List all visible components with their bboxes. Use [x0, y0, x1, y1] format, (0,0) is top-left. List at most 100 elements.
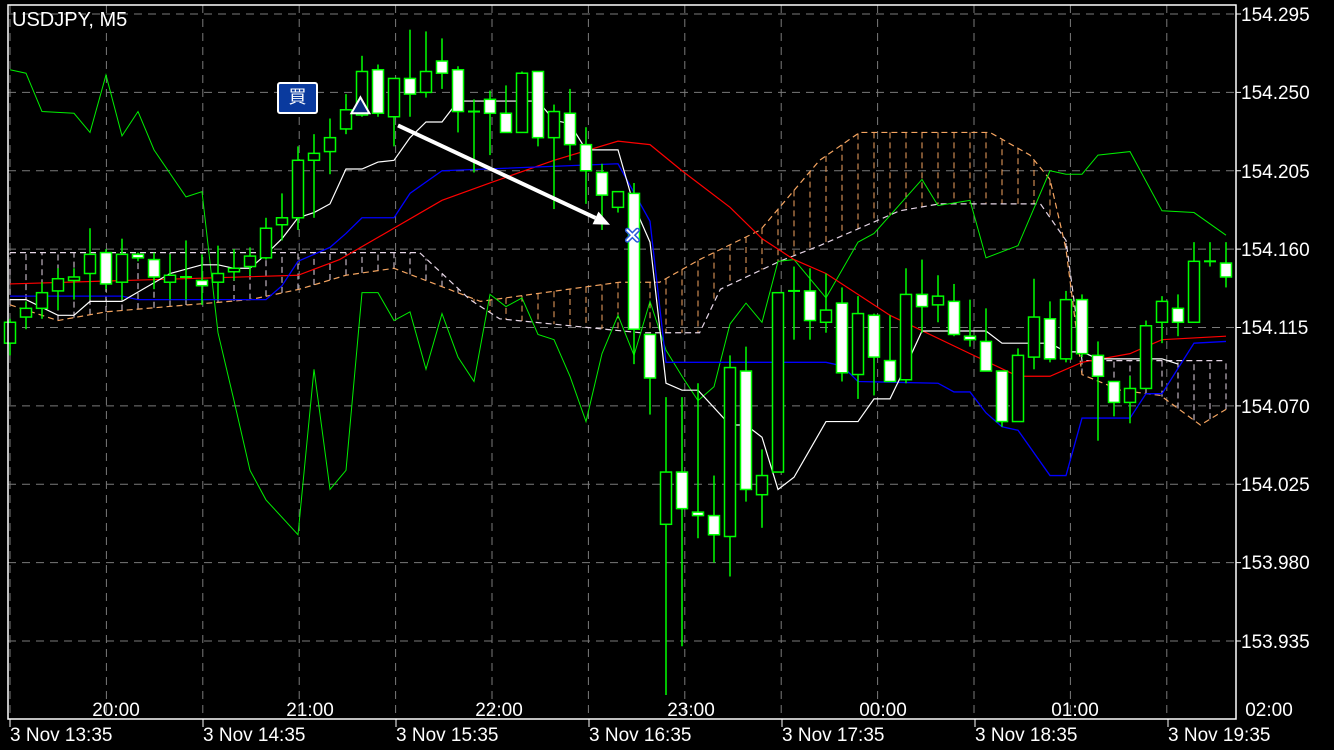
candle	[675, 397, 689, 647]
candle	[819, 273, 833, 333]
candle-body	[99, 251, 113, 285]
candle-body	[723, 366, 737, 538]
candle-body	[355, 70, 369, 116]
x-date-label: 3 Nov 19:35	[1168, 725, 1270, 746]
candle-body	[819, 309, 833, 324]
x-tick-label: 20:00	[92, 700, 140, 721]
candle-body	[243, 255, 257, 268]
candle-body	[579, 143, 593, 172]
close-cross-icon	[626, 229, 639, 242]
candle-body	[611, 190, 625, 209]
y-tick-label: 154.025	[1241, 475, 1310, 496]
candle-body	[563, 112, 577, 146]
candle	[771, 291, 785, 473]
candle-body	[387, 77, 401, 118]
x-tick-label: 21:00	[286, 700, 334, 721]
candle-body	[19, 307, 33, 318]
candle	[979, 308, 993, 372]
candle	[451, 66, 465, 133]
candle	[515, 71, 529, 134]
candle-body	[275, 217, 289, 226]
trade-annotations	[349, 95, 640, 243]
candle-body	[931, 295, 945, 306]
candle	[1011, 348, 1025, 423]
candle-body	[83, 253, 97, 275]
candle	[227, 249, 241, 281]
x-date-label: 3 Nov 14:35	[203, 725, 305, 746]
candle-body	[627, 192, 641, 330]
candle	[1043, 301, 1057, 363]
candle-body	[131, 253, 145, 259]
y-tick-label: 153.935	[1241, 632, 1310, 653]
candle	[419, 31, 433, 98]
candle	[1091, 341, 1105, 441]
candle	[1107, 380, 1121, 417]
candle-body	[979, 340, 993, 372]
y-tick-label: 153.980	[1241, 553, 1310, 574]
candle	[147, 252, 161, 290]
candle	[131, 252, 145, 262]
candle-body	[291, 159, 305, 219]
candle	[659, 397, 673, 695]
candle-body	[1027, 316, 1041, 358]
candle-body	[35, 291, 49, 310]
y-tick-label: 154.205	[1241, 162, 1310, 183]
plot-border	[7, 4, 1237, 720]
candle-body	[1187, 260, 1201, 324]
candle	[195, 254, 209, 305]
candles	[3, 29, 1233, 695]
candle	[803, 268, 817, 340]
candle-body	[259, 227, 273, 259]
candle	[1187, 242, 1201, 324]
buy-order-label[interactable]: 買	[277, 82, 318, 114]
candle	[19, 301, 33, 330]
candle-body	[67, 276, 81, 282]
candle-body	[867, 314, 881, 358]
candle	[83, 228, 97, 300]
candle	[259, 217, 273, 260]
candle	[99, 249, 113, 290]
x-tick-label: 00:00	[859, 700, 907, 721]
candle	[1075, 294, 1089, 358]
arrow-head-icon	[592, 211, 610, 225]
y-tick-label: 154.070	[1241, 397, 1310, 418]
candle	[643, 333, 657, 415]
candle	[483, 90, 497, 156]
candle-body	[675, 471, 689, 510]
chart-title: USDJPY, M5	[12, 9, 127, 31]
candle-body	[755, 474, 769, 496]
cloud-edge-orange	[9, 131, 1227, 426]
cloud-edge-light	[10, 203, 1226, 362]
white-indicator-line	[10, 100, 1179, 491]
candle-body	[1059, 298, 1073, 360]
candle	[579, 127, 593, 204]
candle	[275, 193, 289, 241]
candle	[963, 299, 977, 347]
candle	[243, 247, 257, 276]
candle	[323, 118, 337, 175]
x-axis-top-labels: 20:00 21:00 22:00 23:00 00:00 01:00 02:0…	[92, 700, 1293, 721]
candle	[1027, 278, 1041, 370]
candle-body	[1011, 354, 1025, 423]
candle-body	[307, 152, 321, 162]
candle	[547, 104, 561, 210]
candle-body	[1219, 262, 1233, 278]
x-tick-label: 01:00	[1051, 700, 1099, 721]
x-tick-label: 22:00	[475, 700, 523, 721]
candle-body	[995, 370, 1009, 423]
candle-body	[659, 471, 673, 526]
candle-body	[403, 77, 417, 95]
candle-body	[1171, 307, 1185, 324]
x-date-label: 3 Nov 17:35	[782, 725, 884, 746]
candle	[67, 268, 81, 300]
candle	[339, 94, 353, 135]
candle-body	[1043, 318, 1057, 360]
candle-body	[691, 511, 705, 517]
candle-body	[1107, 380, 1121, 404]
candle	[851, 296, 865, 399]
candle-body	[195, 279, 209, 287]
arrow-line	[397, 123, 597, 220]
y-tick-label: 154.250	[1241, 83, 1310, 104]
candle-body	[499, 112, 513, 134]
